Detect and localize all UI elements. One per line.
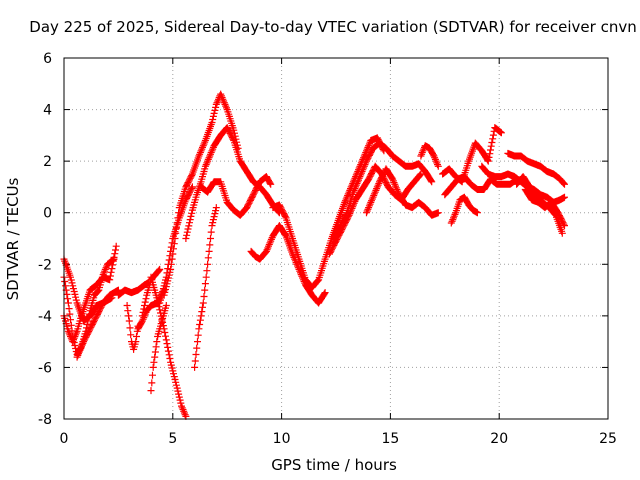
data-point-markers bbox=[191, 204, 220, 371]
y-tick-label: -6 bbox=[38, 360, 52, 376]
data-point-markers bbox=[478, 162, 568, 206]
data-point-markers bbox=[269, 134, 388, 291]
series-points bbox=[114, 278, 153, 299]
data-point-markers bbox=[363, 165, 442, 219]
series-points bbox=[160, 90, 242, 299]
y-tick-label: -8 bbox=[38, 412, 52, 428]
y-tick-label: 2 bbox=[43, 154, 52, 170]
y-tick-label: 0 bbox=[43, 206, 52, 222]
series-points bbox=[478, 162, 568, 206]
series-points bbox=[417, 142, 442, 170]
series-points bbox=[123, 302, 142, 353]
data-series bbox=[60, 90, 568, 420]
series-points bbox=[269, 134, 388, 291]
data-point-markers bbox=[156, 183, 196, 307]
x-tick-label: 15 bbox=[381, 431, 399, 447]
data-point-markers bbox=[417, 142, 442, 170]
data-point-markers bbox=[521, 186, 568, 230]
data-point-markers bbox=[439, 124, 505, 186]
y-tick-label: -2 bbox=[38, 257, 52, 273]
tick-labels: 0 5 10 15 20 25 -8 -6 -4 -2 0 2 4 6 bbox=[38, 51, 617, 447]
y-tick-label: 6 bbox=[43, 51, 52, 67]
series-points bbox=[439, 124, 505, 186]
x-tick-label: 20 bbox=[490, 431, 508, 447]
y-axis-label: SDTVAR / TECUs bbox=[4, 177, 22, 300]
data-point-markers bbox=[123, 302, 142, 353]
series-points bbox=[197, 173, 275, 219]
series-points bbox=[521, 186, 568, 230]
series-points bbox=[363, 165, 442, 219]
x-tick-label: 0 bbox=[60, 431, 69, 447]
data-point-markers bbox=[504, 149, 568, 188]
data-point-markers bbox=[114, 278, 153, 299]
x-axis-label: GPS time / hours bbox=[271, 456, 397, 474]
chart-title: Day 225 of 2025, Sidereal Day-to-day VTE… bbox=[29, 18, 636, 36]
series-points bbox=[504, 149, 568, 188]
series-points bbox=[191, 204, 220, 371]
series-points bbox=[156, 183, 196, 307]
data-point-markers bbox=[197, 173, 275, 219]
data-point-markers bbox=[160, 90, 242, 299]
x-tick-label: 5 bbox=[168, 431, 177, 447]
data-point-markers bbox=[447, 193, 481, 227]
series-points bbox=[447, 193, 481, 227]
grid bbox=[64, 58, 608, 419]
y-tick-label: -4 bbox=[38, 309, 52, 325]
x-tick-label: 25 bbox=[599, 431, 617, 447]
x-tick-label: 10 bbox=[273, 431, 291, 447]
y-tick-label: 4 bbox=[43, 103, 52, 119]
plot-frame bbox=[63, 57, 609, 420]
